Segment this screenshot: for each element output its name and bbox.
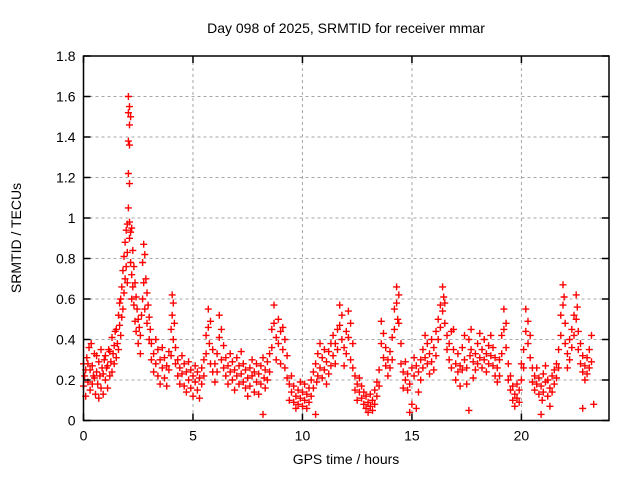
tick-marks-path [82,55,609,422]
plot-border-rect [82,55,610,422]
y-tick-label: 0.2 [56,372,76,388]
x-tick-labels: 0 5 10 15 20 [80,428,530,444]
y-tick-label: 1 [68,210,76,226]
y-tick-label: 0 [68,413,76,429]
y-tick-label: 1.6 [56,89,76,105]
y-axis-label: SRMTID / TECUs [8,183,24,293]
x-tick-label: 20 [514,428,530,444]
y-tick-label: 0.8 [56,251,76,267]
chart-title: Day 098 of 2025, SRMTID for receiver mma… [207,20,485,36]
y-tick-labels: 0 0.2 0.4 0.6 0.8 1 1.2 1.4 1.6 1.8 [56,48,76,429]
x-tick-label: 15 [404,428,420,444]
x-tick-label: 10 [295,428,311,444]
y-tick-label: 1.8 [56,48,76,64]
y-tick-label: 1.4 [56,129,76,145]
axis-ticks [82,55,609,422]
plot-border [82,55,610,422]
y-tick-label: 0.4 [56,332,76,348]
y-tick-label: 0.6 [56,291,76,307]
y-tick-label: 1.2 [56,170,76,186]
x-axis-label: GPS time / hours [293,451,400,467]
x-tick-label: 0 [80,428,88,444]
x-tick-label: 5 [189,428,197,444]
